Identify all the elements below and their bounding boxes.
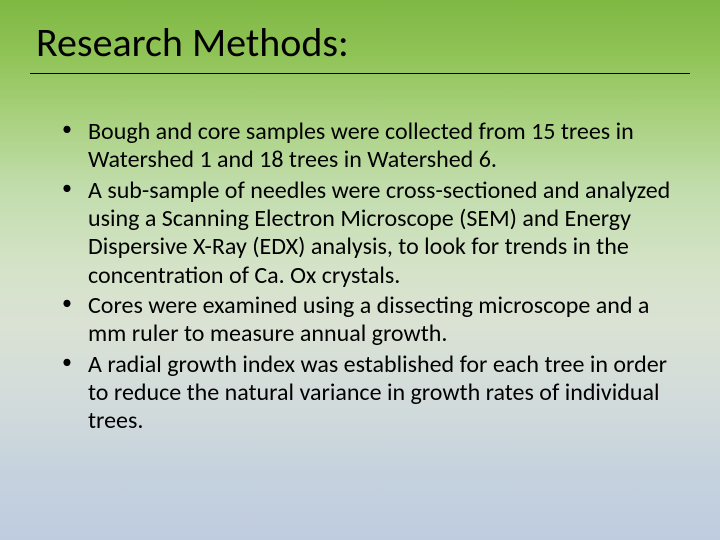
list-item: A radial growth index was established fo… [62, 351, 674, 436]
bullet-list: Bough and core samples were collected fr… [62, 118, 674, 435]
list-item: Cores were examined using a dissecting m… [62, 292, 674, 349]
slide-title: Research Methods: [0, 0, 720, 73]
list-item: Bough and core samples were collected fr… [62, 118, 674, 175]
list-item: A sub-sample of needles were cross-secti… [62, 177, 674, 290]
slide-content: Bough and core samples were collected fr… [0, 74, 720, 435]
presentation-slide: Research Methods: Bough and core samples… [0, 0, 720, 540]
